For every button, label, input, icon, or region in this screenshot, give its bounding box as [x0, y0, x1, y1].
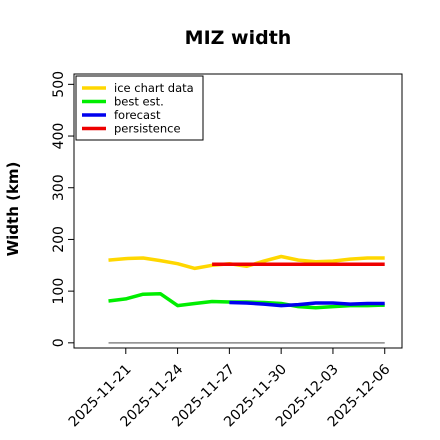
- legend-label: forecast: [114, 108, 161, 122]
- chart-title: MIZ width: [185, 27, 292, 49]
- series-line-2: [229, 300, 385, 308]
- y-tick-label: 500: [51, 71, 67, 98]
- legend-label: best est.: [114, 95, 164, 109]
- y-tick-label: 100: [51, 278, 67, 305]
- series-line-1: [108, 291, 385, 310]
- y-tick-label: 0: [51, 338, 67, 347]
- plot-frame: [73, 73, 403, 349]
- series-layer: [108, 254, 385, 310]
- y-tick-label: 300: [51, 174, 67, 201]
- y-tick-label: 400: [51, 123, 67, 150]
- y-tick-label: 200: [51, 226, 67, 253]
- x-ticks: 2025-11-212025-11-242025-11-272025-11-30…: [66, 348, 394, 430]
- legend-label: ice chart data: [114, 81, 194, 95]
- y-ticks: 0 100 200 300 400 500: [51, 71, 74, 347]
- legend-label: persistence: [114, 122, 181, 136]
- y-axis-label: Width (km): [4, 162, 22, 257]
- series-line-0: [108, 254, 385, 271]
